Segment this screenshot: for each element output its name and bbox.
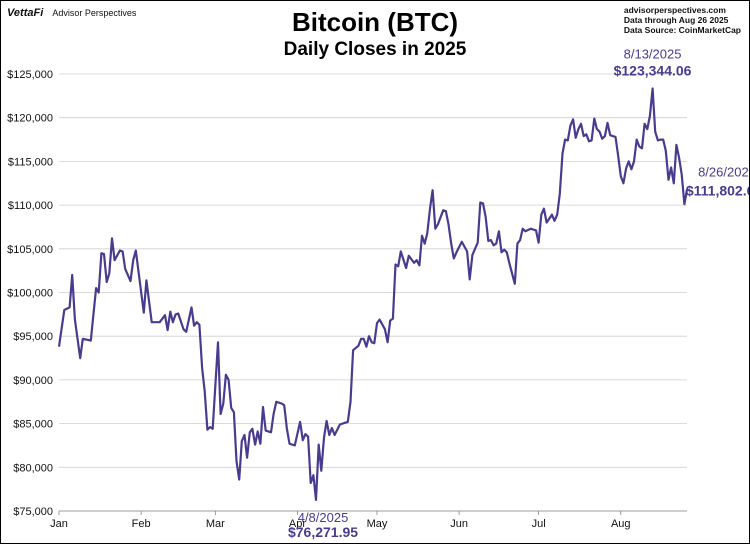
btc-close-line [57,87,689,501]
x-tick-label: Jun [450,518,468,530]
y-tick-label: $80,000 [13,462,53,474]
y-tick-label: $110,000 [8,200,53,212]
x-axis: Jan Feb Mar Apr May Jun Jul Aug [50,511,631,530]
x-tick-label: Jul [532,518,546,530]
y-tick-label: $115,000 [8,156,53,168]
annotation-high-value: $123,344.06 [614,62,692,78]
y-tick-label: $100,000 [7,288,53,300]
annotation-last-date: 8/26/2025 [698,164,749,179]
x-tick-label: Apr [289,518,306,530]
brand-logo: VettaFi [7,7,44,19]
source-block: advisorperspectives.com Data through Aug… [624,5,741,35]
chart-subtitle: Daily Closes in 2025 [283,39,467,60]
x-tick-label: May [367,518,388,530]
brand: VettaFi Advisor Perspectives [7,7,136,19]
source-data: Data Source: CoinMarketCap [623,25,741,35]
brand-name: Advisor Perspectives [52,8,137,18]
annotation-low-value: $76,271.95 [288,524,358,540]
annotations: 8/13/2025$123,344.06 4/8/2025$76,271.95 8/… [288,46,749,539]
y-tick-label: $120,000 [7,113,53,125]
y-axis: $75,000 $80,000 $85,000 $90,000 $95,000 $100,… [7,69,53,518]
chart-title: Bitcoin (BTC) [291,7,459,37]
y-tick-label: $125,000 [7,69,53,81]
x-tick-label: Mar [206,518,225,530]
y-tick-label: $75,000 [13,506,53,518]
source-site: advisorperspectives.com [623,5,726,15]
y-tick-label: $105,000 [7,244,53,256]
annotation-high-date: 8/13/2025 [624,46,682,61]
grid [59,73,687,512]
annotation-last-value: $111,802.66 [686,182,749,198]
y-tick-label: $90,000 [13,375,53,387]
x-tick-label: Feb [132,518,151,530]
x-tick-label: Jan [50,518,68,530]
x-tick-label: Aug [611,518,631,530]
y-tick-label: $95,000 [13,331,53,343]
y-tick-label: $85,000 [13,419,53,431]
annotation-low-date: 4/8/2025 [298,510,349,525]
source-through: Data through Aug 26 2025 [623,15,729,25]
